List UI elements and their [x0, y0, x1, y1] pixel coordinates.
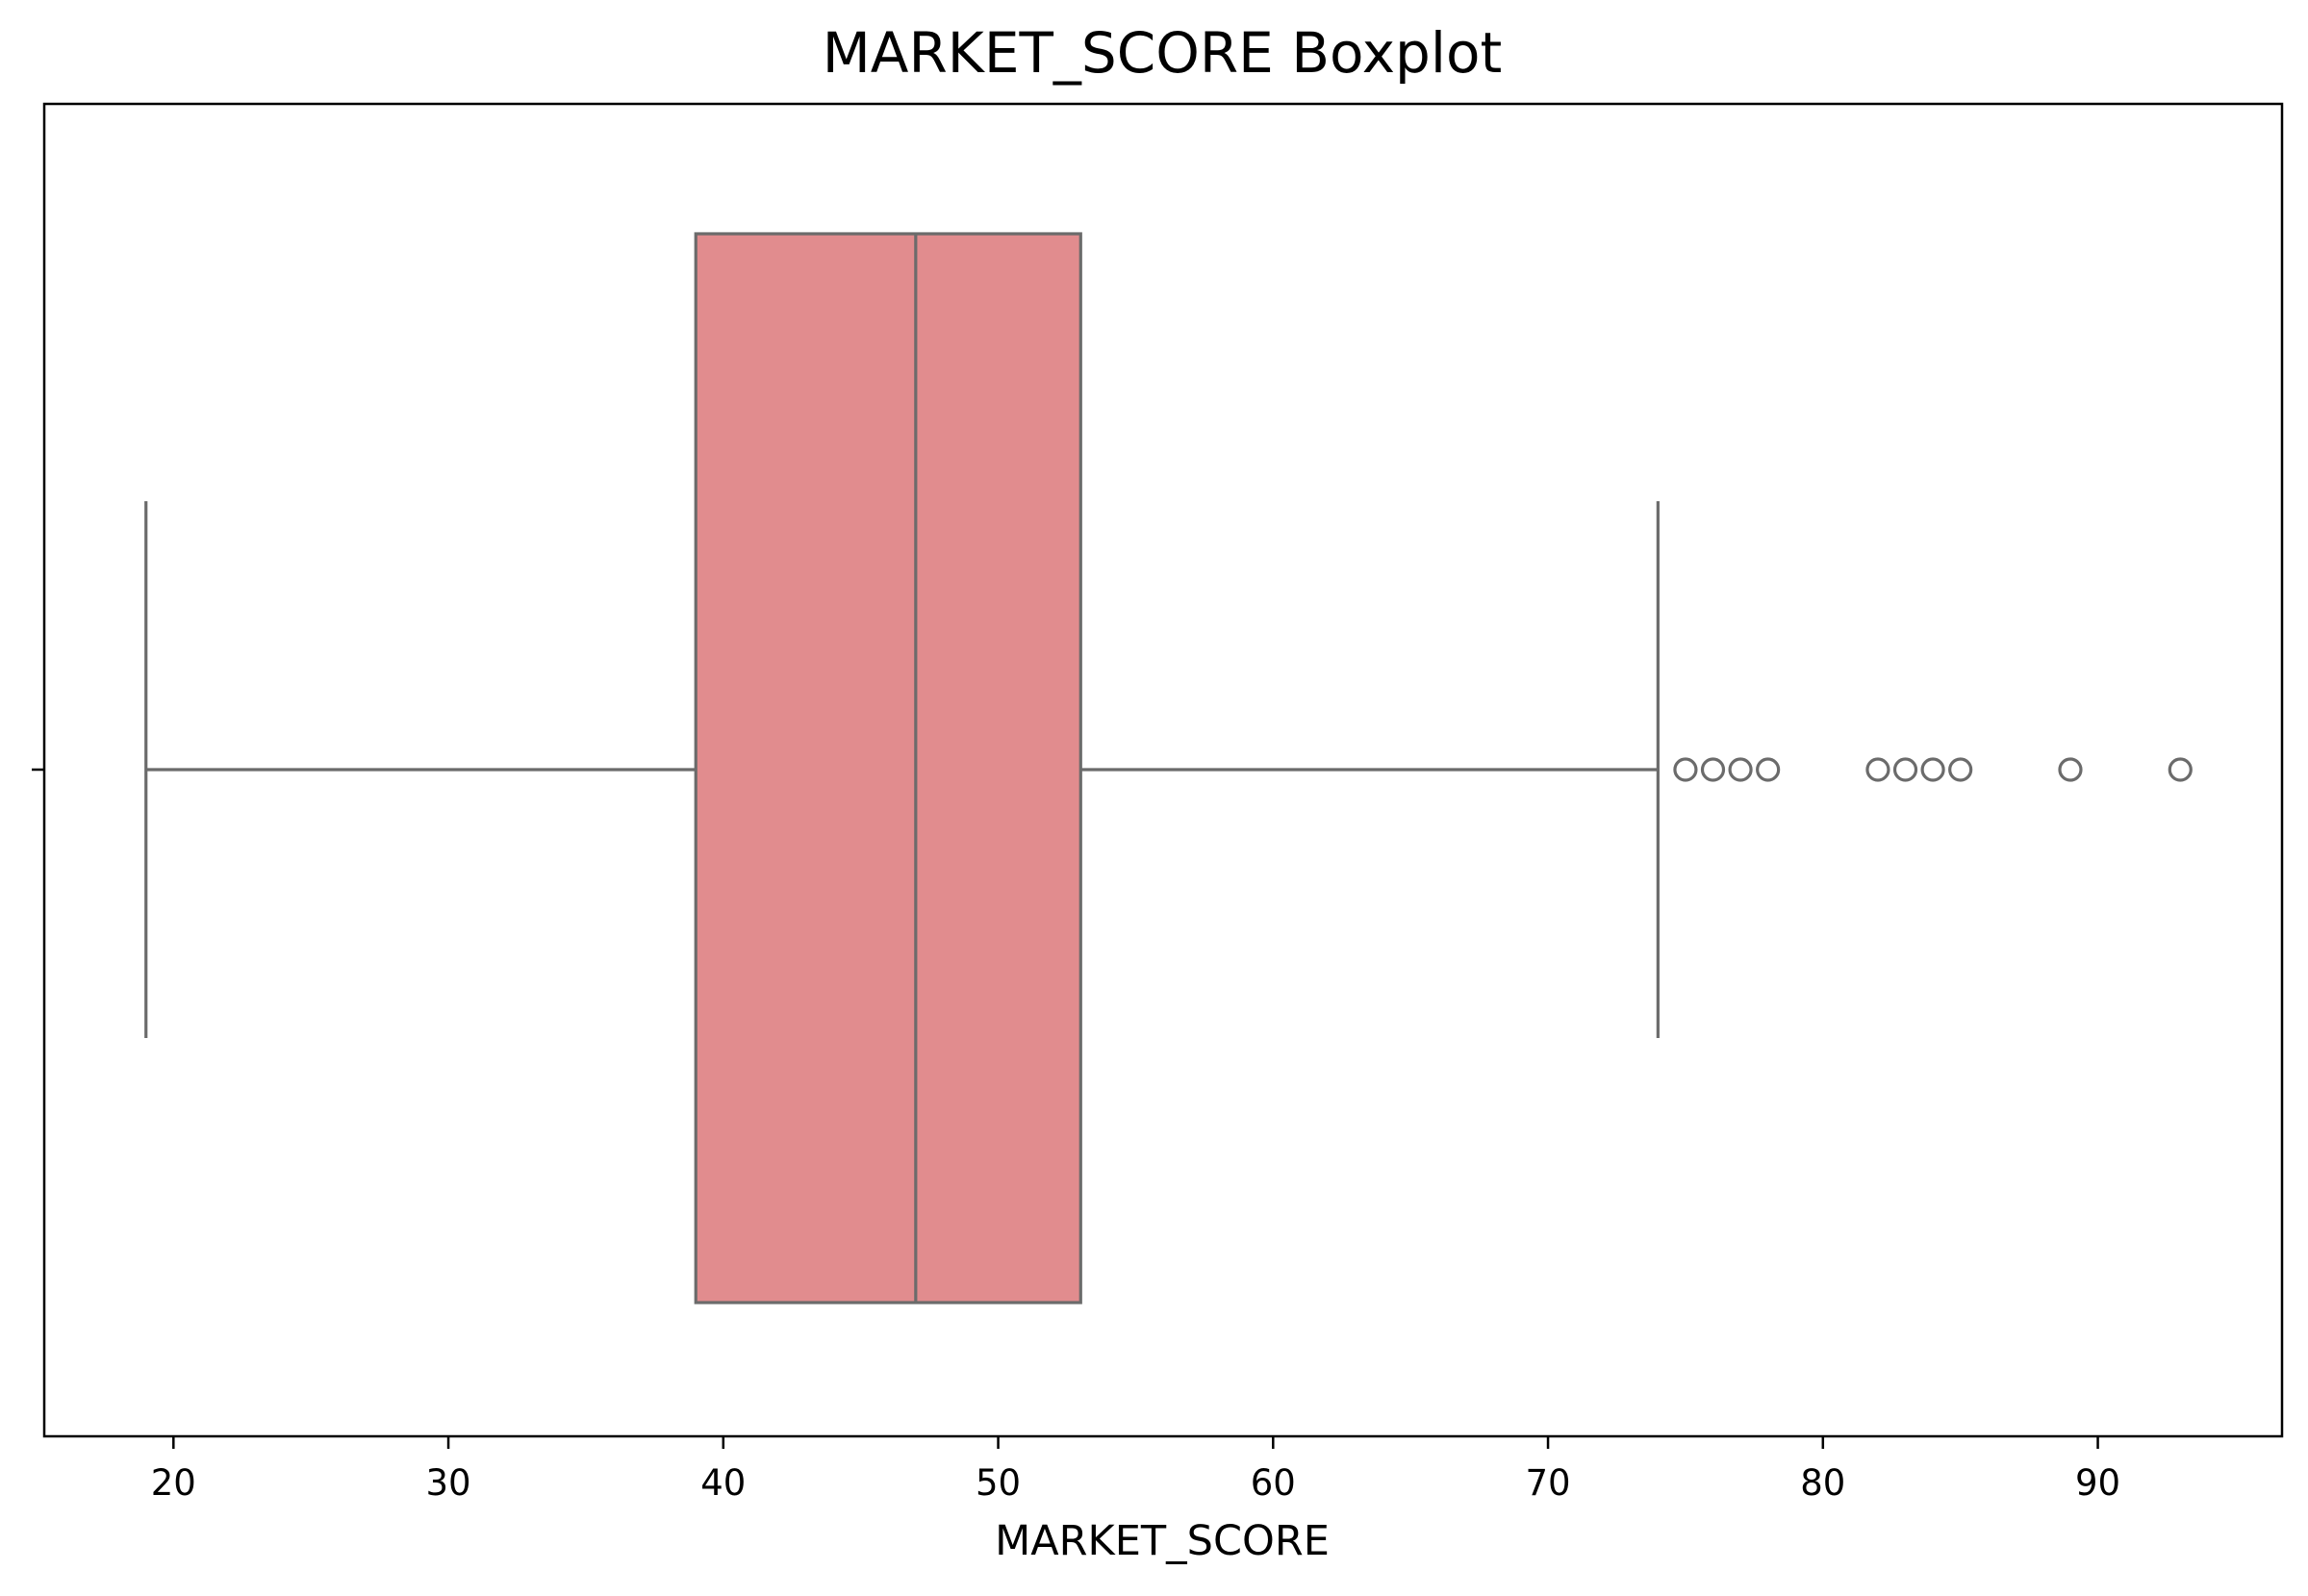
x-tick-label: 40	[700, 1462, 746, 1504]
outlier-point	[1728, 757, 1753, 782]
x-tick-label: 70	[1526, 1462, 1571, 1504]
x-tick-label: 20	[151, 1462, 196, 1504]
x-axis-ticks: 20 30 40 50 60 70 80 90	[151, 1436, 2120, 1504]
x-tick-label: 50	[976, 1462, 1021, 1504]
x-tick-label: 30	[426, 1462, 471, 1504]
interquartile-box	[694, 232, 1082, 1305]
outlier-point	[1920, 757, 1945, 782]
x-axis-label: MARKET_SCORE	[995, 1517, 1330, 1565]
outlier-point	[2168, 757, 2193, 782]
box-group	[144, 232, 1660, 1305]
outlier-point	[1673, 757, 1698, 782]
outlier-group	[1673, 757, 2193, 782]
x-tick-label: 60	[1251, 1462, 1296, 1504]
chart-title: MARKET_SCORE Boxplot	[823, 20, 1502, 86]
outlier-point	[1756, 757, 1781, 782]
outlier-point	[2058, 757, 2083, 782]
outlier-point	[1700, 757, 1726, 782]
outlier-point	[1948, 757, 1973, 782]
x-tick-label: 90	[2075, 1462, 2120, 1504]
outlier-point	[1865, 757, 1890, 782]
outlier-point	[1892, 757, 1918, 782]
x-tick-label: 80	[1800, 1462, 1845, 1504]
